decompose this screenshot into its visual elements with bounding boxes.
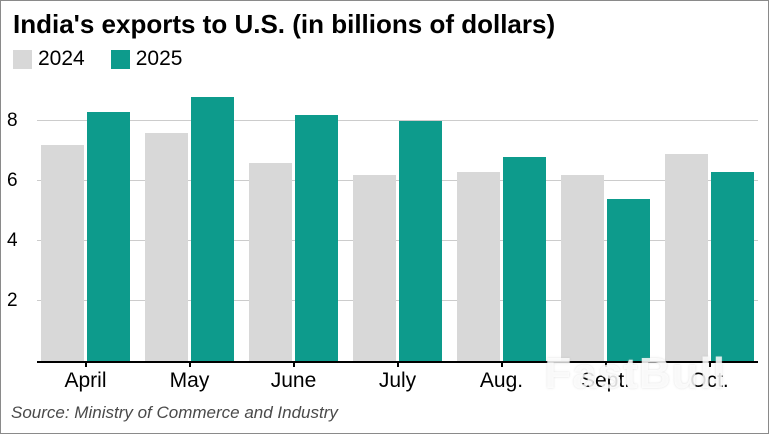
legend-swatch-2024 bbox=[13, 49, 32, 69]
x-axis-label-april: April bbox=[64, 369, 107, 392]
bar-2025-oct bbox=[711, 172, 754, 361]
bar-2024-aug bbox=[457, 172, 500, 361]
bar-2024-july bbox=[353, 175, 396, 361]
bar-group-may: May bbox=[145, 91, 234, 392]
bar-group-april: April bbox=[41, 91, 130, 392]
bar-2025-april bbox=[87, 112, 130, 361]
bar-group-sept: Sept. bbox=[561, 91, 650, 392]
bar-groups: April May June July Aug. Sept. Oct. bbox=[37, 91, 758, 392]
bar-2025-sept bbox=[607, 199, 650, 361]
x-tick-sept bbox=[604, 363, 607, 367]
bar-2024-oct bbox=[665, 154, 708, 361]
bar-2024-may bbox=[145, 133, 188, 361]
plot-area: 2 4 6 8 April May June July Aug. Sept. Oct. bbox=[7, 91, 758, 392]
bar-2025-aug bbox=[503, 157, 546, 361]
y-tick-label-8: 8 bbox=[7, 110, 18, 131]
x-axis-label-june: June bbox=[270, 369, 317, 392]
gridline-8 bbox=[37, 120, 758, 121]
x-axis-label-oct: Oct. bbox=[690, 369, 729, 392]
y-tick-label-2: 2 bbox=[7, 290, 18, 311]
legend-label-2024: 2024 bbox=[38, 47, 85, 70]
bar-2024-june bbox=[249, 163, 292, 361]
gridline-6 bbox=[37, 180, 758, 181]
bar-2025-may bbox=[191, 97, 234, 361]
source-note: Source: Ministry of Commerce and Industr… bbox=[11, 403, 338, 422]
x-tick-june bbox=[292, 363, 295, 367]
legend-swatch-2025 bbox=[110, 49, 130, 69]
x-tick-aug bbox=[500, 363, 503, 367]
x-tick-july bbox=[396, 363, 399, 367]
x-axis-label-sept: Sept. bbox=[580, 369, 631, 392]
bar-group-july: July bbox=[353, 91, 442, 392]
gridline-2 bbox=[37, 300, 758, 301]
x-tick-oct bbox=[708, 363, 711, 367]
bar-2025-july bbox=[399, 121, 442, 361]
x-axis-label-july: July bbox=[378, 369, 417, 392]
y-tick-label-4: 4 bbox=[7, 230, 18, 251]
chart-title: India's exports to U.S. (in billions of … bbox=[13, 9, 556, 39]
legend: 2024 2025 bbox=[13, 47, 768, 71]
legend-label-2025: 2025 bbox=[135, 47, 183, 70]
legend-item-2024: 2024 bbox=[13, 47, 85, 71]
bar-group-aug: Aug. bbox=[457, 91, 546, 392]
legend-item-2025: 2025 bbox=[110, 47, 183, 71]
bar-2025-june bbox=[295, 115, 338, 361]
x-axis-label-may: May bbox=[169, 369, 210, 392]
x-axis-label-aug: Aug. bbox=[479, 369, 524, 392]
x-tick-may bbox=[188, 363, 191, 367]
x-tick-april bbox=[84, 363, 87, 367]
y-tick-label-6: 6 bbox=[7, 170, 18, 191]
bar-group-june: June bbox=[249, 91, 338, 392]
bar-2024-sept bbox=[561, 175, 604, 361]
gridline-4 bbox=[37, 240, 758, 241]
bar-2024-april bbox=[41, 145, 84, 361]
bar-group-oct: Oct. bbox=[665, 91, 754, 392]
bar-chart: 2 4 6 8 April May June July Aug. Sept. Oct. bbox=[7, 91, 758, 392]
